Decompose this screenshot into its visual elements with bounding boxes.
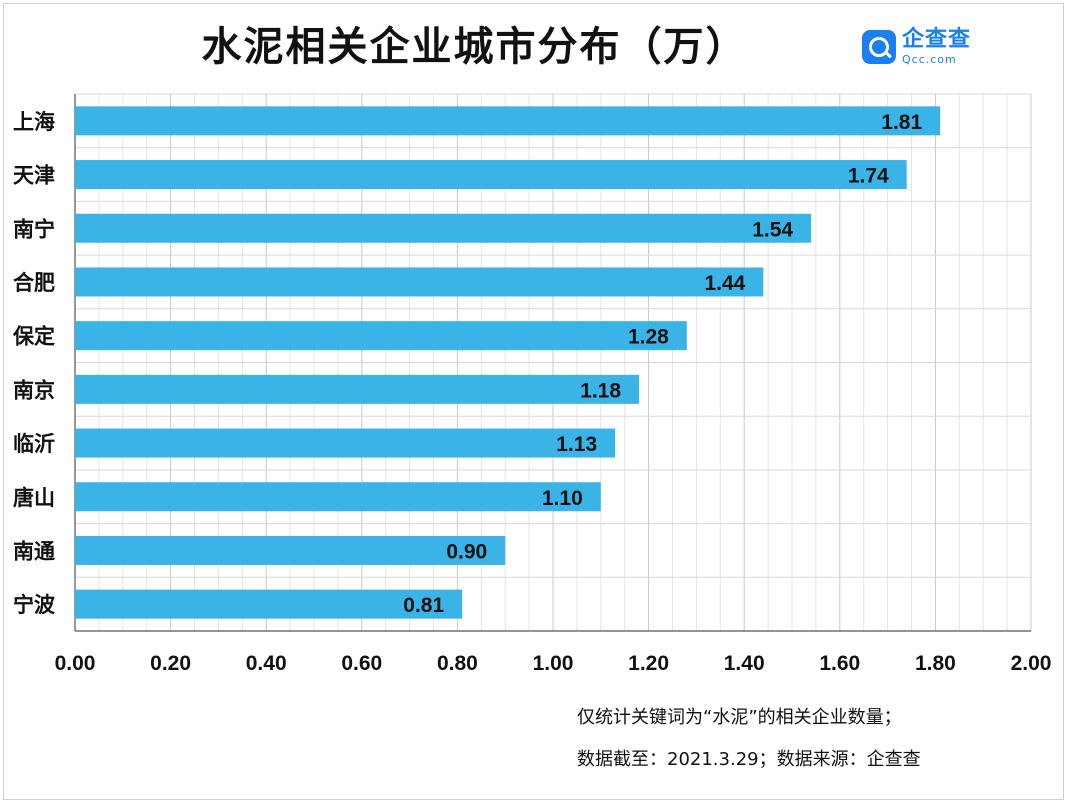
value-label: 1.13 bbox=[556, 433, 597, 456]
magnifier-logo-icon bbox=[862, 30, 896, 64]
value-label: 1.18 bbox=[580, 379, 621, 402]
category-label: 合肥 bbox=[13, 271, 55, 295]
bar bbox=[75, 106, 941, 136]
bar bbox=[75, 535, 506, 565]
value-label: 0.90 bbox=[446, 540, 487, 563]
x-tick-label: 1.00 bbox=[533, 652, 574, 675]
value-label: 1.10 bbox=[542, 487, 583, 510]
logo-domain: Qcc.com bbox=[902, 53, 957, 66]
category-label: 上海 bbox=[13, 110, 55, 134]
footnote-scope: 仅统计关键词为“水泥”的相关企业数量； bbox=[577, 707, 902, 728]
x-tick-label: 1.40 bbox=[724, 652, 765, 675]
x-tick-label: 0.60 bbox=[341, 652, 382, 675]
category-label: 唐山 bbox=[13, 486, 55, 510]
category-label: 南宁 bbox=[13, 217, 55, 241]
bar bbox=[75, 428, 616, 458]
value-label: 1.54 bbox=[752, 218, 793, 241]
x-tick-label: 0.80 bbox=[437, 652, 478, 675]
value-label: 1.81 bbox=[881, 111, 922, 134]
chart-title: 水泥相关企业城市分布（万） bbox=[201, 24, 748, 70]
category-label: 南通 bbox=[13, 539, 55, 563]
x-tick-label: 1.60 bbox=[819, 652, 860, 675]
x-tick-label: 1.20 bbox=[628, 652, 669, 675]
bar bbox=[75, 213, 812, 243]
value-label: 0.81 bbox=[403, 594, 444, 617]
category-label: 保定 bbox=[12, 325, 55, 349]
category-label: 天津 bbox=[13, 164, 55, 188]
footnote-source: 数据截至：2021.3.29；数据来源：企查查 bbox=[577, 749, 921, 770]
bar bbox=[75, 267, 764, 297]
category-label: 宁波 bbox=[13, 593, 56, 617]
x-tick-label: 1.80 bbox=[915, 652, 956, 675]
x-tick-label: 0.00 bbox=[55, 652, 96, 675]
bar bbox=[75, 374, 640, 404]
value-label: 1.28 bbox=[628, 326, 669, 349]
x-tick-label: 0.40 bbox=[246, 652, 287, 675]
brand-logo: 企查查 Qcc.com bbox=[862, 26, 971, 68]
value-label: 1.74 bbox=[848, 165, 889, 188]
bar bbox=[75, 482, 601, 512]
chart-frame bbox=[3, 3, 1064, 800]
bar bbox=[75, 321, 687, 351]
logo-name: 企查查 bbox=[902, 27, 972, 52]
category-label: 临沂 bbox=[13, 432, 55, 456]
category-label: 南京 bbox=[13, 378, 55, 402]
bar bbox=[75, 160, 907, 190]
x-tick-label: 2.00 bbox=[1011, 652, 1052, 675]
x-tick-label: 0.20 bbox=[150, 652, 191, 675]
bar bbox=[75, 589, 463, 619]
value-label: 1.44 bbox=[704, 272, 745, 295]
